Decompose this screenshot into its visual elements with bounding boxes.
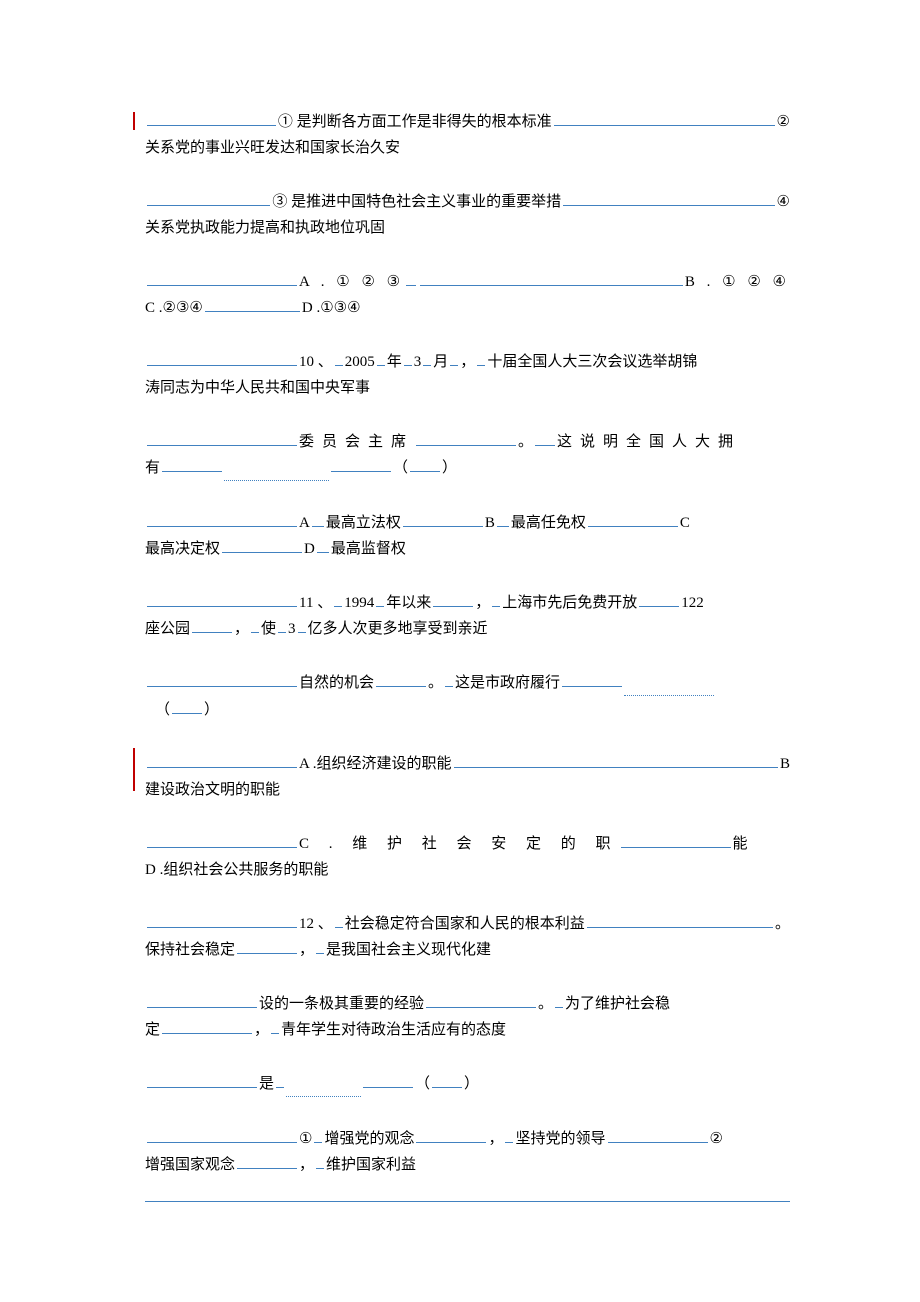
- q9-choice-d: D .①③④: [302, 296, 361, 320]
- q12-l2c: 是我国社会主义现代化建: [326, 938, 491, 962]
- q12-l1a: 12 、: [299, 912, 333, 936]
- q12-opt2c: 维护国家利益: [326, 1153, 416, 1177]
- q9-choice-a: A . ① ② ③: [299, 270, 404, 294]
- q11-optc: C . 维 护 社 会 安 定 的 职: [299, 832, 619, 856]
- q11-paren-close: ）: [204, 698, 219, 722]
- q9-opt2: 关系党的事业兴旺发达和国家长治久安: [145, 136, 400, 160]
- q10-l1f: ，: [460, 350, 475, 374]
- q10-l1c: 年: [387, 350, 402, 374]
- q10-l1d: 3: [414, 350, 422, 374]
- q10-l4a: 有: [145, 456, 160, 480]
- q10-l3b: 。: [518, 430, 533, 454]
- q10-l1b: 2005: [345, 350, 375, 374]
- q10-l3a: 委员会主席: [299, 430, 414, 454]
- edit-mark-2: [133, 748, 135, 791]
- q10-l1a: 10 、: [299, 350, 333, 374]
- q10-opta: 最高立法权: [326, 511, 401, 535]
- q10-l2: 涛同志为中华人民共和国中央军事: [145, 376, 370, 400]
- q12-opt1a: ①: [299, 1127, 312, 1151]
- q12-paren-close: ）: [464, 1072, 479, 1096]
- q11-optd: D .组织社会公共服务的职能: [145, 858, 328, 882]
- q12-l2b: ，: [299, 938, 314, 962]
- q11-l3b: 。: [428, 671, 443, 695]
- q9-block-2: ③ 是推进中国特色社会主义事业的重要举措 ④ 关系党执政能力提高和执政地位巩固: [145, 190, 790, 240]
- q12-l3a: 设的一条极其重要的经验: [259, 992, 424, 1016]
- q11-block-2: 自然的机会 。 这是市政府履行 （ ）: [145, 671, 790, 722]
- q10-optd: 最高监督权: [331, 537, 406, 561]
- q11-options-cd: C . 维 护 社 会 安 定 的 职 能 D .组织社会公共服务的职能: [145, 832, 790, 882]
- q10-optc-label: C: [680, 511, 690, 535]
- q12-block-2: 设的一条极其重要的经验 。 为了维护社会稳 定 ， 青年学生对待政治生活应有的态…: [145, 992, 790, 1042]
- q12-l3c: 为了维护社会稳: [565, 992, 670, 1016]
- q10-opta-label: A: [299, 511, 310, 535]
- q10-paren-close: ）: [442, 456, 457, 480]
- q11-paren-open: （: [155, 698, 170, 722]
- q12-block: 12 、 社会稳定符合国家和人民的根本利益 。 保持社会稳定 ， 是我国社会主义…: [145, 912, 790, 962]
- q12-l3b: 。: [538, 992, 553, 1016]
- q10-l1g: 十届全国人大三次会议选举胡锦: [487, 350, 697, 374]
- q12-l1b: 社会稳定符合国家和人民的根本利益: [345, 912, 585, 936]
- edit-mark-1: [133, 112, 135, 130]
- q9-choices: A . ① ② ③ B . ① ② ④ C .②③④ D .①③④: [145, 270, 790, 320]
- q11-optb-suffix: B: [780, 752, 790, 776]
- q11-l2c: 使: [261, 617, 276, 641]
- q10-block: 10 、 2005 年 3 月 ， 十届全国人大三次会议选举胡锦 涛同志为中华人…: [145, 350, 790, 400]
- q11-l2e: 亿多人次更多地享受到亲近: [308, 617, 488, 641]
- q10-optd-label: D: [304, 537, 315, 561]
- q10-optc: 最高决定权: [145, 537, 220, 561]
- q11-l1a: 11 、: [299, 591, 332, 615]
- q9-block: ① 是判断各方面工作是非得失的根本标准 ② 关系党的事业兴旺发达和国家长治久安: [145, 110, 790, 160]
- q12-options: ① 增强党的观念 ， 坚持党的领导 ② 增强国家观念 ， 维护国家利益: [145, 1127, 790, 1177]
- q9-choice-b: B . ① ② ④: [685, 270, 790, 294]
- q11-l3a: 自然的机会: [299, 671, 374, 695]
- q12-paren-open: （: [415, 1072, 430, 1096]
- q11-l1c: 年以来: [386, 591, 431, 615]
- q9-choice-c: C .②③④: [145, 296, 203, 320]
- q12-block-3: 是 （ ）: [145, 1072, 790, 1097]
- q12-l4b: ，: [254, 1018, 269, 1042]
- q11-optb-text: 建设政治文明的职能: [145, 778, 280, 802]
- q10-options: A 最高立法权 B 最高任免权 C 最高决定权 D 最高监督权: [145, 511, 790, 561]
- q11-optc-suffix: 能: [733, 832, 748, 856]
- q11-l2d: 3: [288, 617, 296, 641]
- footer-line: [145, 1201, 790, 1202]
- q11-l1f: 122: [681, 591, 704, 615]
- q12-l4a: 定: [145, 1018, 160, 1042]
- q12-opt1-suffix: ②: [710, 1127, 723, 1151]
- q12-opt1c: ，: [488, 1127, 503, 1151]
- q9-opt3: ③ 是推进中国特色社会主义事业的重要举措: [272, 190, 561, 214]
- q11-l3c: 这是市政府履行: [455, 671, 560, 695]
- q11-block: 11 、 1994 年以来 ， 上海市先后免费开放 122 座公园 ， 使 3 …: [145, 591, 790, 641]
- q11-l2b: ，: [234, 617, 249, 641]
- q12-opt2b: ，: [299, 1153, 314, 1177]
- q12-l1c: 。: [775, 912, 790, 936]
- q12-opt1d: 坚持党的领导: [515, 1127, 605, 1151]
- q9-opt1-suffix: ②: [777, 110, 790, 134]
- q12-l2a: 保持社会稳定: [145, 938, 235, 962]
- q10-blank-1: [224, 456, 329, 481]
- q10-block-2: 委员会主席 。 这说明全国人大拥 有 （ ）: [145, 430, 790, 481]
- q11-l1e: 上海市先后免费开放: [502, 591, 637, 615]
- q11-l2a: 座公园: [145, 617, 190, 641]
- q9-opt4: 关系党执政能力提高和执政地位巩固: [145, 216, 385, 240]
- q11-blank: [624, 671, 714, 696]
- q12-blank: [286, 1072, 361, 1097]
- q9-opt3-suffix: ④: [777, 190, 790, 214]
- q11-opta: A .组织经济建设的职能: [299, 752, 452, 776]
- q9-opt1: ① 是判断各方面工作是非得失的根本标准: [278, 110, 552, 134]
- q10-optb-label: B: [485, 511, 495, 535]
- q10-l1e: 月: [433, 350, 448, 374]
- q10-paren-open: （: [393, 456, 408, 480]
- q12-l5a: 是: [259, 1072, 274, 1096]
- q12-opt1b: 增强党的观念: [324, 1127, 414, 1151]
- q11-l1b: 1994: [344, 591, 374, 615]
- q12-l4c: 青年学生对待政治生活应有的态度: [281, 1018, 506, 1042]
- q11-l1d: ，: [475, 591, 490, 615]
- q12-opt2a: 增强国家观念: [145, 1153, 235, 1177]
- q10-optb: 最高任免权: [511, 511, 586, 535]
- q11-options-ab: A .组织经济建设的职能 B 建设政治文明的职能: [145, 752, 790, 802]
- q10-l3c: 这说明全国人大拥: [557, 430, 741, 454]
